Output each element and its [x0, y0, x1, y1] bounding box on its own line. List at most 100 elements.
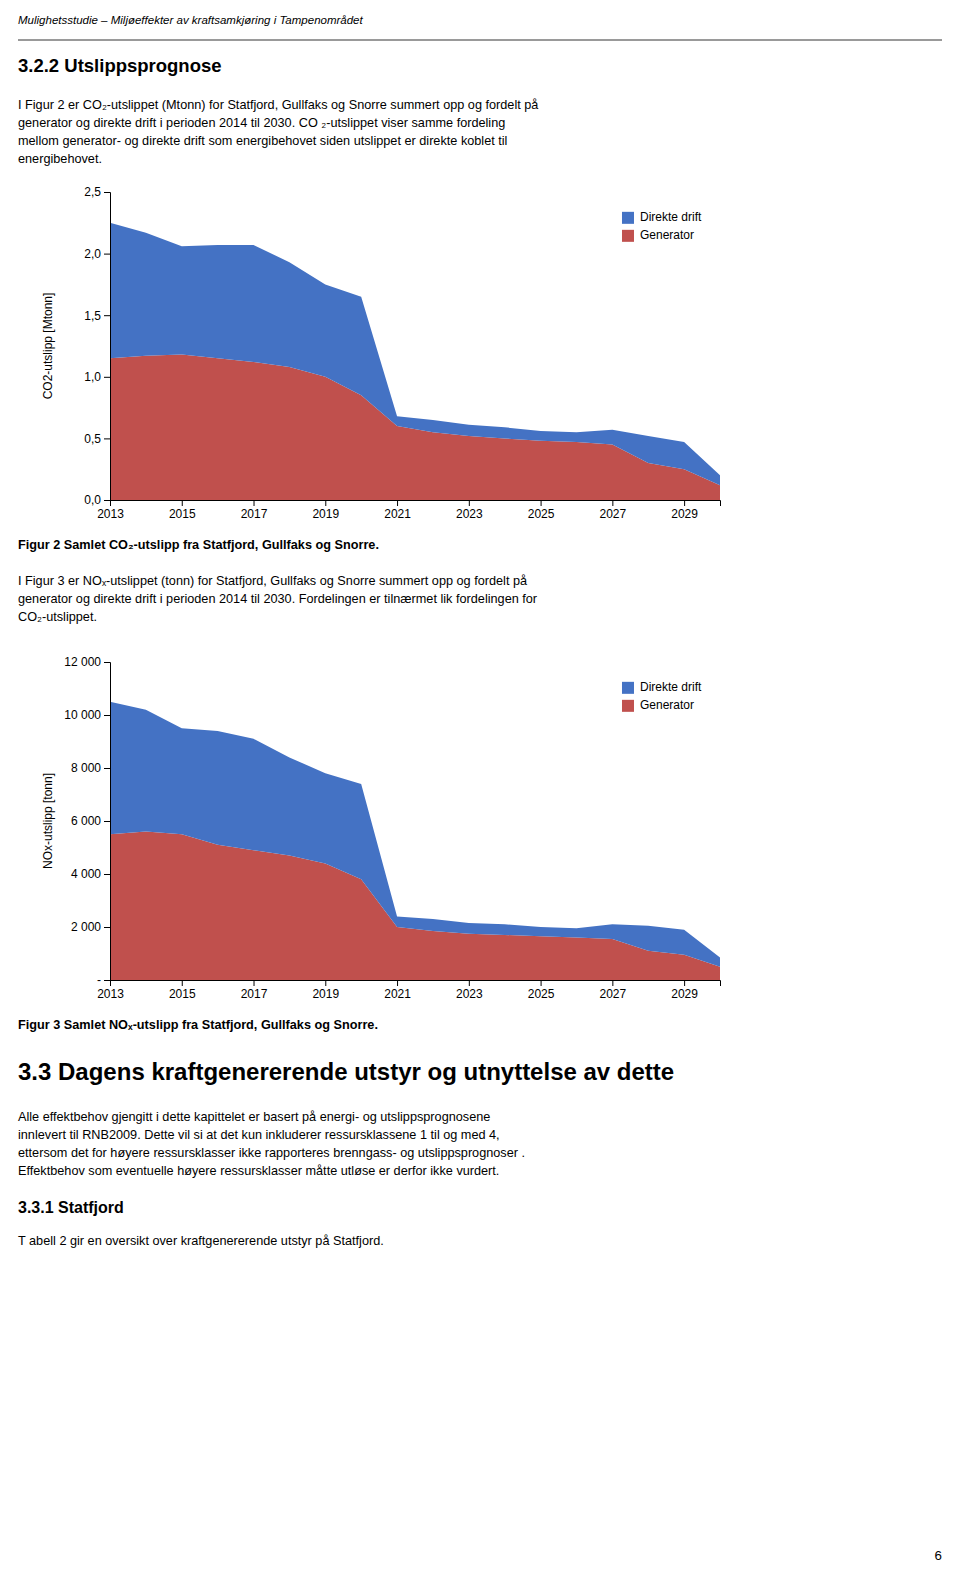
- x-tick-mark: [182, 500, 183, 506]
- header-rule: [18, 40, 942, 41]
- x-tick: 2029: [671, 980, 698, 1001]
- x-tick: 2019: [312, 500, 339, 521]
- x-tick-label: 2023: [456, 987, 483, 1001]
- x-tick-label: 2025: [528, 507, 555, 521]
- paragraph-line: Alle effektbehov gjengitt i dette kapitt…: [18, 1110, 490, 1124]
- paragraph-line: innlevert til RNB2009. Dette vil si at d…: [18, 1128, 500, 1142]
- y-tick-mark: [104, 927, 110, 928]
- y-tick-label: 1,5: [84, 309, 101, 323]
- x-tick-label: 2023: [456, 507, 483, 521]
- x-tick-mark: [684, 500, 685, 506]
- paragraph-line: CO₂-utslippet.: [18, 610, 97, 624]
- paragraph-line: I Figur 2 er CO₂-utslippet (Mtonn) for S…: [18, 98, 539, 112]
- x-tick-label: 2029: [671, 987, 698, 1001]
- y-tick: 2,0: [84, 247, 110, 261]
- legend-swatch: [622, 700, 634, 712]
- x-tick: 2015: [169, 980, 196, 1001]
- x-axis: 201320152017201920212023202520272029: [97, 980, 720, 1001]
- x-tick-label: 2029: [671, 507, 698, 521]
- y-tick: 12 000: [64, 655, 110, 669]
- x-tick-mark: [254, 500, 255, 506]
- legend-item: Direkte drift: [622, 210, 702, 224]
- x-tick-mark: [469, 980, 470, 986]
- x-tick: 2029: [671, 500, 698, 521]
- x-tick-mark: [612, 980, 613, 986]
- x-tick-mark: [397, 980, 398, 986]
- x-axis-line: [111, 501, 721, 507]
- x-tick: 2019: [312, 980, 339, 1001]
- y-tick-mark: [104, 980, 110, 981]
- area: [110, 223, 720, 485]
- page-number: 6: [935, 1548, 942, 1563]
- x-tick-mark: [684, 980, 685, 986]
- paragraph-line: Effektbehov som eventuelle høyere ressur…: [18, 1164, 499, 1178]
- y-tick-mark: [104, 500, 110, 501]
- y-tick-mark: [104, 662, 110, 663]
- y-tick-mark: [104, 821, 110, 822]
- y-tick-label: 0,0: [84, 493, 101, 507]
- x-tick: 2023: [456, 500, 483, 521]
- section-title: 3.2.2 Utslippsprognose: [18, 55, 222, 76]
- legend: Direkte drift Generator: [614, 202, 710, 250]
- chart: 0,00,51,01,52,02,52013201520172019202120…: [41, 185, 721, 520]
- paragraph-line: generator og direkte drift i perioden 20…: [18, 116, 505, 130]
- section-title: 3.3 Dagens kraftgenererende utstyr og ut…: [18, 1058, 674, 1085]
- y-tick-label: 6 000: [71, 814, 101, 828]
- y-tick-label: 1,0: [84, 370, 101, 384]
- plot-marks: [110, 223, 720, 500]
- x-tick-mark: [110, 500, 111, 506]
- legend-background: [614, 202, 710, 250]
- legend-item: Direkte drift: [622, 680, 702, 694]
- legend-label: Generator: [640, 698, 694, 712]
- x-tick-label: 2025: [528, 987, 555, 1001]
- y-tick: 1,0: [84, 370, 110, 384]
- area: [110, 702, 720, 967]
- paragraph-line: I Figur 3 er NOₓ-utslippet (tonn) for St…: [18, 574, 528, 588]
- y-tick: 0,5: [84, 432, 110, 446]
- x-tick-label: 2013: [97, 987, 124, 1001]
- x-tick: 2021: [384, 500, 411, 521]
- x-tick: 2013: [97, 980, 124, 1001]
- y-tick-label: 2,5: [84, 185, 101, 199]
- x-tick-mark: [325, 980, 326, 986]
- x-tick: 2015: [169, 500, 196, 521]
- x-tick: 2023: [456, 980, 483, 1001]
- x-tick: 2025: [528, 980, 555, 1001]
- legend-swatch: [622, 230, 634, 242]
- legend-swatch: [622, 212, 634, 224]
- x-tick-label: 2019: [312, 507, 339, 521]
- x-tick: 2021: [384, 980, 411, 1001]
- y-tick-mark: [104, 715, 110, 716]
- legend-item: Generator: [622, 228, 694, 242]
- y-tick: 4 000: [71, 867, 110, 881]
- y-tick: 1,5: [84, 309, 110, 323]
- y-tick-mark: [104, 254, 110, 255]
- area: [110, 832, 720, 980]
- paragraph-line: T abell 2 gir en oversikt over kraftgene…: [18, 1234, 384, 1248]
- x-tick: 2017: [241, 500, 268, 521]
- legend: Direkte drift Generator: [614, 672, 710, 720]
- x-tick-mark: [469, 500, 470, 506]
- legend-label: Direkte drift: [640, 210, 702, 224]
- page-header: Mulighetsstudie – Miljøeffekter av kraft…: [18, 14, 364, 26]
- legend-swatch: [622, 682, 634, 694]
- y-tick: 2,5: [84, 185, 110, 199]
- chart: -2 0004 0006 0008 00010 00012 0002013201…: [41, 655, 721, 1000]
- x-tick-mark: [541, 500, 542, 506]
- x-tick: 2027: [600, 500, 627, 521]
- y-tick: 10 000: [64, 708, 110, 722]
- plot-marks: [110, 702, 720, 980]
- y-tick: 2 000: [71, 920, 110, 934]
- x-tick-label: 2027: [600, 987, 627, 1001]
- subsection-title: 3.3.1 Statfjord: [18, 1199, 124, 1216]
- x-tick-mark: [110, 980, 111, 986]
- figure-caption: Figur 3 Samlet NOₓ-utslipp fra Statfjord…: [18, 1018, 378, 1032]
- x-tick-label: 2015: [169, 987, 196, 1001]
- y-tick-mark: [104, 315, 110, 316]
- y-tick-mark: [104, 377, 110, 378]
- y-tick-label: 12 000: [64, 655, 101, 669]
- y-tick: -: [97, 973, 110, 987]
- y-axis-line: [104, 193, 111, 501]
- y-tick-mark: [104, 192, 110, 193]
- x-tick-label: 2015: [169, 507, 196, 521]
